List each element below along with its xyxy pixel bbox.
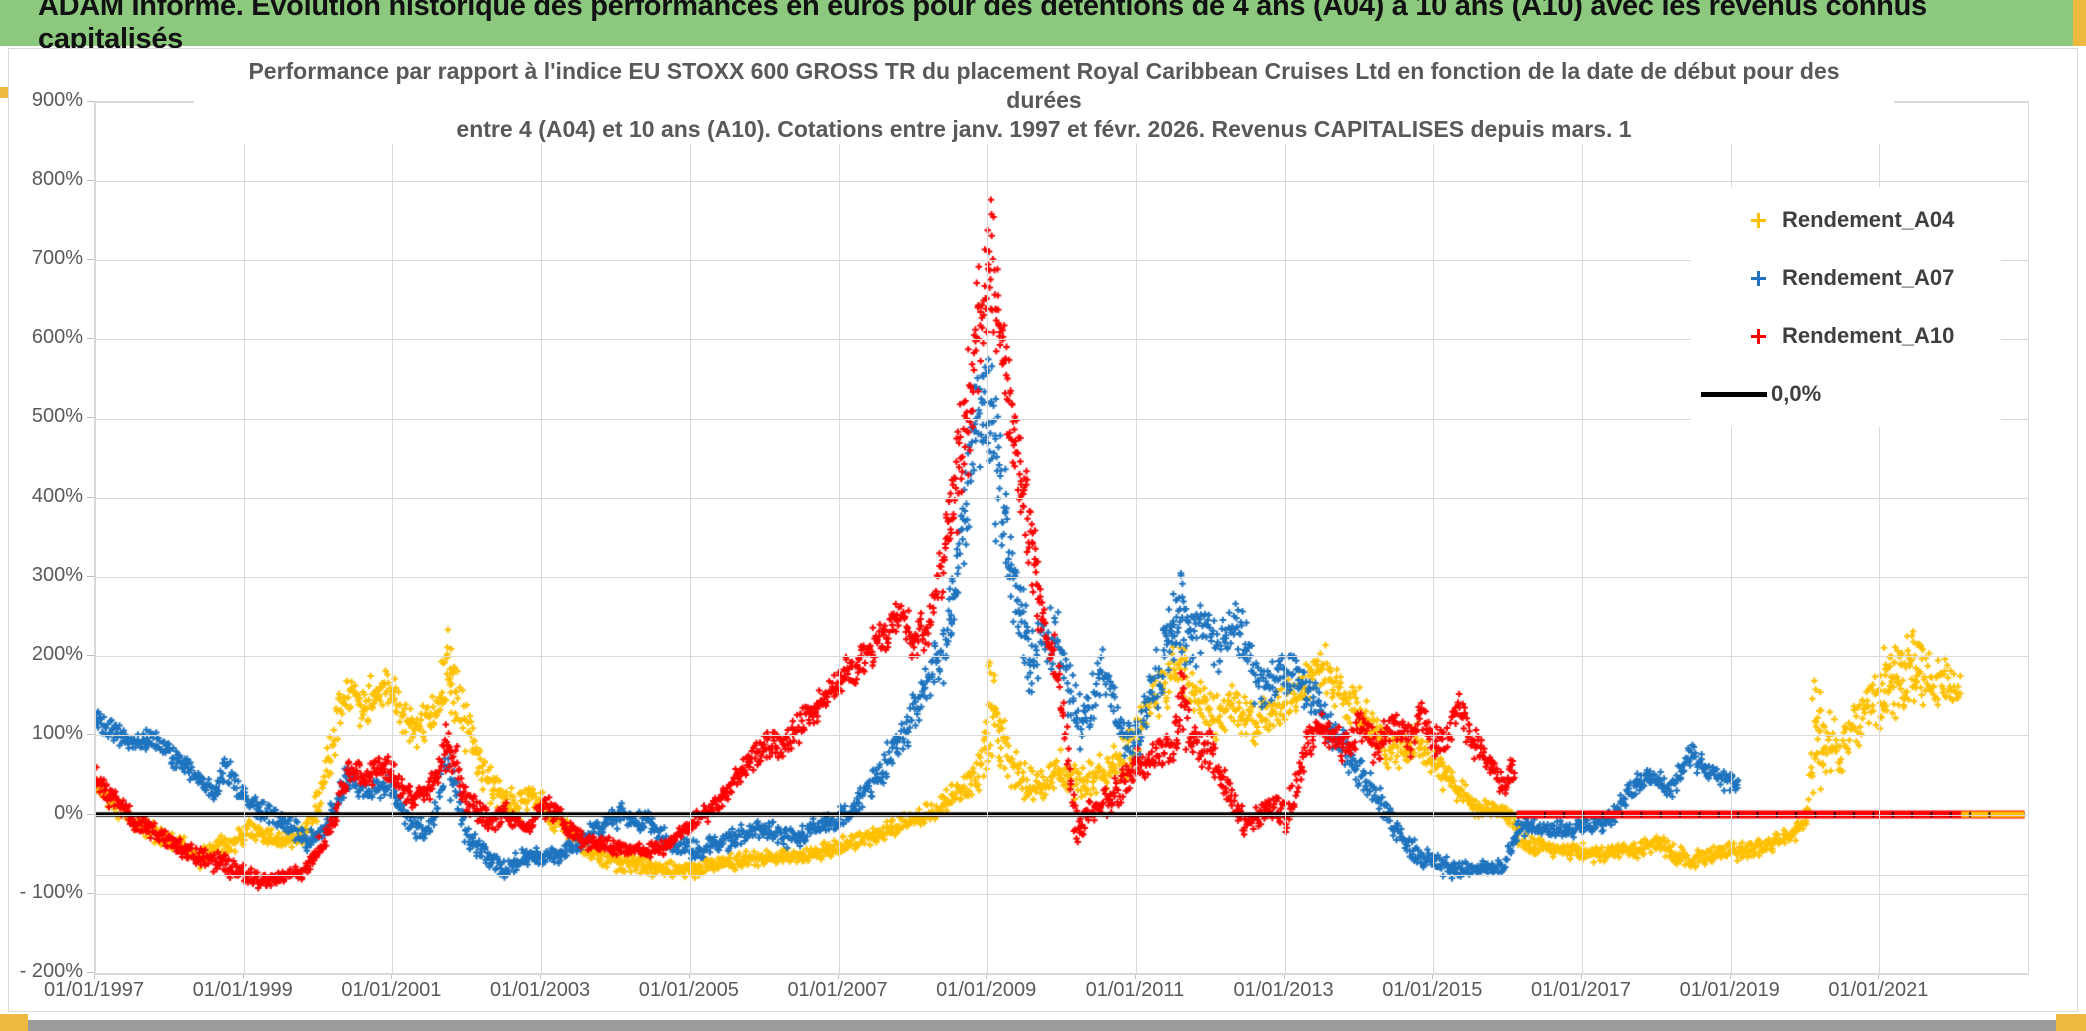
legend-label: 0,0% xyxy=(1771,381,1822,406)
y-tick-label: 600% xyxy=(31,326,83,349)
x-tick xyxy=(94,973,95,979)
y-tick-label: 400% xyxy=(31,484,83,507)
x-tick xyxy=(1581,973,1582,979)
x-tick-label: 01/01/2015 xyxy=(1382,979,1483,1001)
y-tick xyxy=(87,258,94,260)
y-tick-label: - 200% xyxy=(19,960,83,983)
gridline-h-800 xyxy=(95,180,2028,182)
plus-marker-icon xyxy=(1751,270,1766,286)
gridline-v-7 xyxy=(1135,102,1137,974)
x-tick xyxy=(1878,973,1880,979)
x-tick xyxy=(391,973,393,979)
y-tick xyxy=(87,892,94,894)
gold-accent-bottom-right xyxy=(2056,1014,2086,1031)
y-tick xyxy=(87,100,94,102)
x-tick-label: 01/01/2017 xyxy=(1530,979,1632,1001)
gridline-v-0 xyxy=(95,102,96,974)
y-tick xyxy=(87,734,94,736)
y-tick xyxy=(87,338,94,340)
x-tick xyxy=(540,973,542,979)
x-tick-label: 01/01/2005 xyxy=(638,979,739,1001)
gridline-h-500 xyxy=(95,418,2028,420)
gridline-v-3 xyxy=(541,102,543,974)
x-tick-label: 01/01/1997 xyxy=(43,979,145,1001)
gridline-v-9 xyxy=(1433,102,1435,974)
gridline-v-1 xyxy=(243,102,245,974)
y-tick xyxy=(87,655,94,657)
y-tick-label: 0% xyxy=(54,801,83,824)
y-tick-label: 300% xyxy=(31,563,83,586)
y-tick-label: 800% xyxy=(31,167,83,190)
legend: Rendement_A04 Rendement_A07 Rendement_A10 0… xyxy=(1691,187,2001,427)
x-tick xyxy=(1729,973,1731,979)
x-tick-label: 01/01/2001 xyxy=(341,979,442,1001)
legend-item-rendement-a07: Rendement_A07 xyxy=(1691,249,2001,307)
gridline-h--200 xyxy=(95,973,2028,975)
y-tick xyxy=(87,813,94,815)
chart-title: Performance par rapport à l'indice EU ST… xyxy=(194,57,1894,144)
plus-marker-icon xyxy=(1751,328,1766,344)
x-tick-label: 01/01/1999 xyxy=(192,979,293,1001)
legend-item-rendement-a04: Rendement_A04 xyxy=(1691,191,2001,249)
x-tick-label: 01/01/2019 xyxy=(1679,979,1780,1001)
y-tick-label: 700% xyxy=(31,246,83,269)
legend-label: Rendement_A07 xyxy=(1782,265,1955,290)
y-tick xyxy=(87,179,94,181)
gridline-v-8 xyxy=(1284,102,1286,974)
legend-item-rendement-a10: Rendement_A10 xyxy=(1691,307,2001,365)
chart-title-line-1: Performance par rapport à l'indice EU ST… xyxy=(248,58,1840,84)
gridline-v-5 xyxy=(838,102,840,974)
line-swatch-icon xyxy=(1701,391,1767,397)
gridline-h-100 xyxy=(95,735,2028,737)
gridline-v-6 xyxy=(987,102,989,974)
gridline-h-400 xyxy=(95,497,2028,499)
gold-accent-bottom-left xyxy=(0,1014,28,1031)
gridline-v-12 xyxy=(1879,102,1881,974)
header-bar: ADAM Informe. Evolution historique des p… xyxy=(0,0,2073,55)
x-tick xyxy=(986,973,988,979)
x-tick xyxy=(1432,973,1434,979)
y-tick-label: 100% xyxy=(31,722,83,745)
gold-accent-top-right xyxy=(2073,0,2086,46)
y-tick xyxy=(87,972,94,974)
bottom-gray-bar xyxy=(28,1020,2056,1031)
chart-title-line-3: entre 4 (A04) et 10 ans (A10). Cotations… xyxy=(456,116,1632,142)
gridline-h--100 xyxy=(95,893,2028,895)
x-tick-label: 01/01/2021 xyxy=(1828,979,1929,1001)
x-tick xyxy=(242,973,244,979)
y-tick-label: 200% xyxy=(31,643,83,666)
gridline-v-4 xyxy=(689,102,691,974)
x-tick xyxy=(837,973,839,979)
y-tick-label: 900% xyxy=(31,88,83,111)
gridline-h-300 xyxy=(95,576,2028,578)
y-tick-label: 500% xyxy=(31,405,83,428)
x-tick xyxy=(688,973,690,979)
axis-line-extra xyxy=(95,875,2028,876)
chart-title-line-2: durées xyxy=(1006,87,1082,113)
y-tick xyxy=(87,496,94,498)
x-tick-label: 01/01/2007 xyxy=(787,979,888,1001)
x-tick xyxy=(1283,973,1285,979)
chart-area: Performance par rapport à l'indice EU ST… xyxy=(8,48,2078,1012)
legend-label: Rendement_A10 xyxy=(1782,323,1955,348)
plus-marker-icon xyxy=(1751,212,1766,228)
gridline-v-10 xyxy=(1582,102,1583,974)
legend-label: Rendement_A04 xyxy=(1782,207,1955,232)
x-tick-label: 01/01/2009 xyxy=(936,979,1037,1001)
y-tick xyxy=(87,417,94,419)
gridline-h-0 xyxy=(95,814,2028,816)
gridline-h-700 xyxy=(95,260,2028,261)
gridline-v-2 xyxy=(392,102,394,974)
legend-item-0-0-: 0,0% xyxy=(1691,365,2001,423)
gridline-h-200 xyxy=(95,656,2028,658)
y-tick xyxy=(87,575,94,577)
x-tick-label: 01/01/2011 xyxy=(1085,979,1185,1001)
x-tick xyxy=(1134,973,1136,979)
x-tick-label: 01/01/2013 xyxy=(1233,979,1334,1001)
gridline-h-600 xyxy=(95,339,2028,341)
y-tick-label: - 100% xyxy=(19,880,83,903)
x-tick-label: 01/01/2003 xyxy=(490,979,591,1001)
gridline-v-11 xyxy=(1730,102,1732,974)
